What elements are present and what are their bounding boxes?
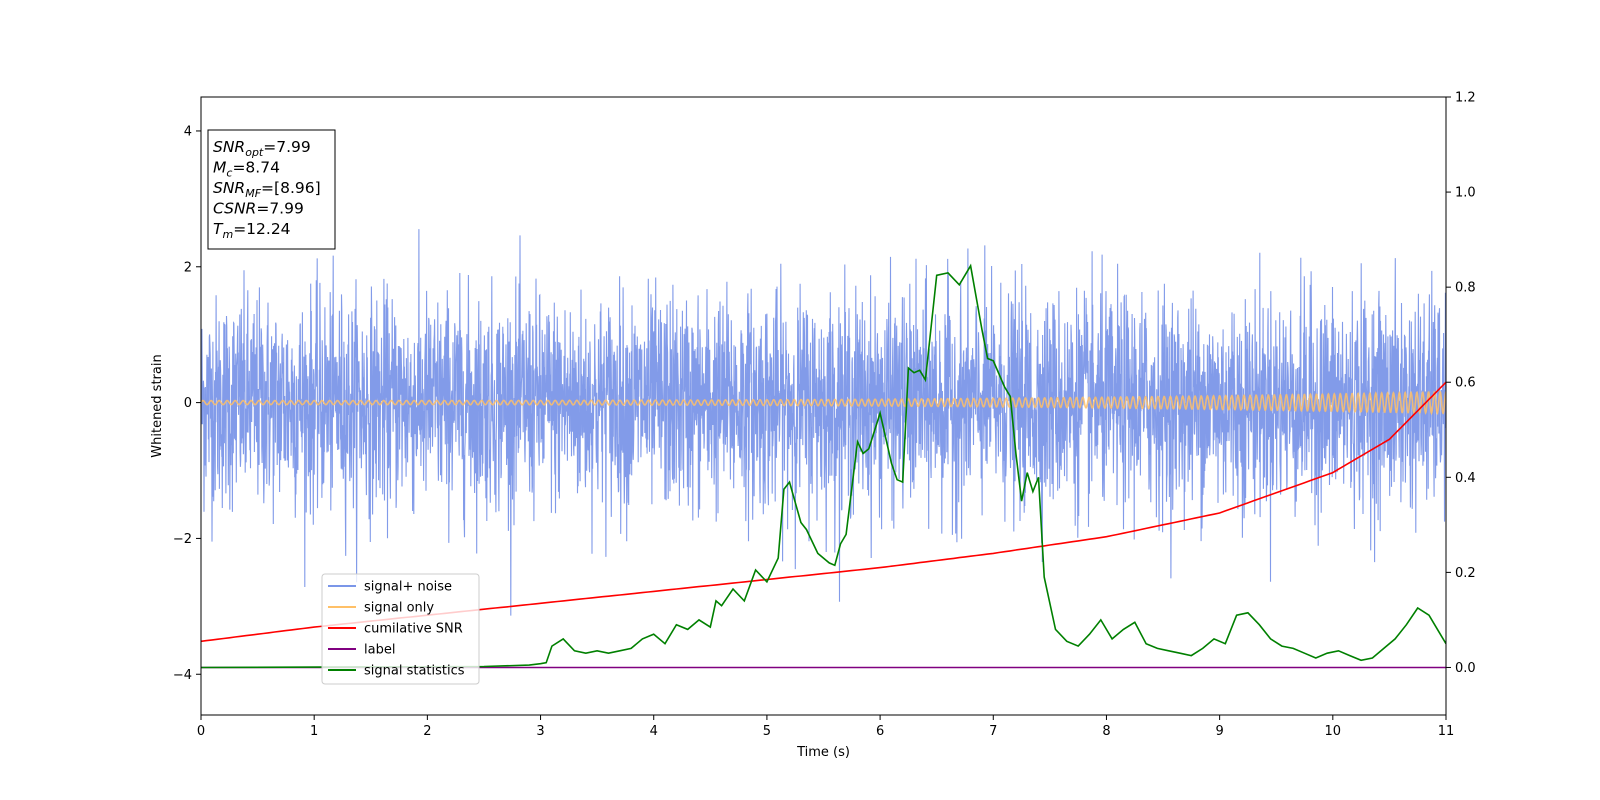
y-tick-label: 4 — [184, 124, 192, 139]
y-axis-label: Whitened strain — [150, 354, 165, 457]
x-axis-label: Time (s) — [796, 745, 850, 760]
y-tick-label: 0 — [184, 396, 192, 411]
stats-line: Mc=8.74 — [213, 159, 280, 180]
x-tick-label: 10 — [1325, 724, 1342, 739]
x-tick-label: 5 — [763, 724, 771, 739]
legend: signal+ noise signal only cumilative SNR la… — [321, 573, 480, 685]
y2-tick-label: 0.8 — [1455, 281, 1476, 296]
legend-label-label: label — [364, 643, 395, 658]
axes: 0 1 2 3 4 5 6 7 8 9 10 11 4 2 0 −2 −4 1.2 1.0 0.8 0.6 0.4 0.2 0… — [150, 91, 1476, 761]
x-tick-label: 6 — [876, 724, 884, 739]
y-tick-label: −2 — [173, 532, 192, 547]
y2-tick-label: 1.0 — [1455, 186, 1476, 201]
x-tick-label: 11 — [1438, 724, 1455, 739]
series-line-signal-statistics — [201, 263, 1446, 669]
axes-frame — [200, 96, 1447, 716]
y-tick-label: −4 — [173, 668, 192, 683]
stats-box-frame — [207, 129, 336, 250]
x-tick-label: 1 — [310, 724, 318, 739]
x-tick-label: 4 — [650, 724, 658, 739]
x-tick-label: 8 — [1102, 724, 1110, 739]
stats-line: SNRMF=[8.96] — [213, 179, 321, 200]
stats-line: Tm=12.24 — [213, 220, 291, 241]
series-line-signal-only — [201, 390, 1446, 416]
y2-tick-label: 0.2 — [1455, 566, 1476, 581]
y2-tick-label: 0.6 — [1455, 376, 1476, 391]
x-tick-label: 9 — [1215, 724, 1223, 739]
legend-frame — [321, 573, 480, 685]
legend-label-signal-statistics: signal statistics — [364, 664, 465, 679]
series-line-signal-noise — [201, 229, 1446, 616]
stats-line: SNRopt=7.99 — [213, 138, 311, 159]
x-tick-label: 3 — [536, 724, 544, 739]
legend-label-signal-only: signal only — [364, 601, 434, 616]
stats-line: CSNR=7.99 — [213, 200, 304, 218]
y2-tick-label: 0.4 — [1455, 471, 1476, 486]
x-tick-label: 7 — [989, 724, 997, 739]
y2-tick-label: 1.2 — [1455, 91, 1476, 106]
x-tick-label: 0 — [197, 724, 205, 739]
x-tick-label: 2 — [423, 724, 431, 739]
legend-label-cumilative-snr: cumilative SNR — [364, 622, 463, 637]
legend-label-signal-noise: signal+ noise — [364, 580, 452, 595]
y2-tick-label: 0.0 — [1455, 661, 1476, 676]
y-tick-label: 2 — [184, 260, 192, 275]
